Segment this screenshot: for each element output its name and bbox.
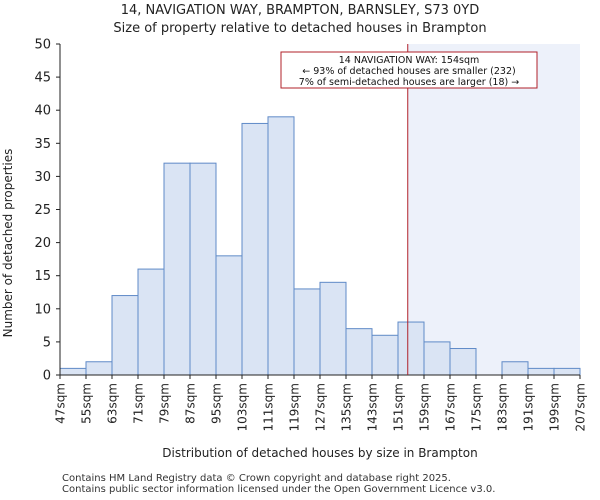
x-axis-label: Distribution of detached houses by size … [162, 446, 477, 460]
histogram-bar [371, 334, 399, 376]
histogram-bar [267, 116, 295, 376]
x-tick-label: 87sqm [184, 383, 198, 424]
x-tick-label: 191sqm [522, 383, 536, 431]
histogram-bar [501, 361, 529, 376]
x-tick-label: 167sqm [444, 383, 458, 431]
y-tick-label: 30 [34, 170, 51, 185]
annotation: 14 NAVIGATION WAY: 154sqm← 93% of detach… [280, 51, 538, 89]
x-tick-label: 135sqm [340, 383, 354, 431]
y-tick-label: 40 [34, 104, 51, 119]
annotation-line: 14 NAVIGATION WAY: 154sqm [339, 55, 480, 66]
histogram-bar [59, 367, 87, 376]
footer-line-1: Contains HM Land Registry data © Crown c… [62, 473, 451, 484]
x-tick-label: 111sqm [262, 383, 276, 431]
y-tick-label: 35 [34, 137, 51, 152]
annotation-line: ← 93% of detached houses are smaller (23… [302, 66, 515, 77]
x-tick-label: 127sqm [314, 383, 328, 431]
chart-title: 14, NAVIGATION WAY, BRAMPTON, BARNSLEY, … [120, 3, 480, 18]
x-tick-label: 183sqm [496, 383, 510, 431]
histogram-bar [241, 122, 269, 376]
histogram-bar [293, 288, 321, 376]
histogram-bar [319, 281, 347, 376]
x-tick-label: 55sqm [80, 383, 94, 424]
histogram-bar [163, 162, 191, 376]
x-tick-label: 47sqm [54, 383, 68, 424]
histogram-bar [215, 255, 243, 376]
histogram-bar [397, 321, 425, 376]
x-tick-label: 103sqm [236, 383, 250, 431]
y-tick-label: 25 [34, 203, 51, 218]
histogram-bar [345, 328, 373, 376]
histogram-bar [111, 295, 139, 376]
chart-subtitle: Size of property relative to detached ho… [113, 21, 487, 36]
x-tick-label: 151sqm [392, 383, 406, 431]
y-tick-label: 20 [34, 236, 51, 251]
x-tick-label: 159sqm [418, 383, 432, 431]
histogram-bar [137, 268, 165, 376]
y-tick-label: 15 [34, 269, 51, 284]
axes: 0 5 10 15 20 25 30 35 40 45 50 47sqm 55sqm 63sqm 71sqm… [34, 38, 587, 432]
y-axis-label: Number of detached properties [1, 149, 15, 338]
attribution-footer: Contains HM Land Registry data © Crown c… [62, 473, 495, 495]
y-tick-label: 5 [43, 335, 51, 350]
y-tick-label: 50 [34, 38, 51, 53]
y-tick-label: 45 [34, 71, 51, 86]
bars [59, 116, 581, 376]
x-tick-label: 175sqm [470, 383, 484, 431]
footer-line-2: Contains public sector information licen… [62, 484, 496, 495]
larger-region-shade [407, 44, 580, 375]
x-tick-label: 95sqm [210, 383, 224, 424]
x-tick-label: 63sqm [106, 383, 120, 424]
annotation-line: 7% of semi-detached houses are larger (1… [299, 77, 519, 88]
larger-properties-shade [407, 44, 580, 375]
histogram-bar [423, 341, 451, 376]
histogram-bar [189, 162, 217, 376]
annotation-box [280, 51, 538, 89]
histogram-bar [553, 367, 581, 376]
x-tick-label: 71sqm [132, 383, 146, 424]
x-tick-label: 79sqm [158, 383, 172, 424]
histogram-bar [449, 348, 477, 376]
x-tick-label: 119sqm [288, 383, 302, 431]
x-tick-label: 143sqm [366, 383, 380, 431]
y-tick-label: 10 [34, 302, 51, 317]
x-tick-label: 207sqm [574, 383, 588, 431]
y-tick-label: 0 [43, 369, 51, 384]
x-tick-label: 199sqm [548, 383, 562, 431]
histogram-bar [85, 361, 113, 376]
histogram-bar [527, 367, 555, 376]
chart-title-block: 14, NAVIGATION WAY, BRAMPTON, BARNSLEY, … [0, 2, 600, 38]
